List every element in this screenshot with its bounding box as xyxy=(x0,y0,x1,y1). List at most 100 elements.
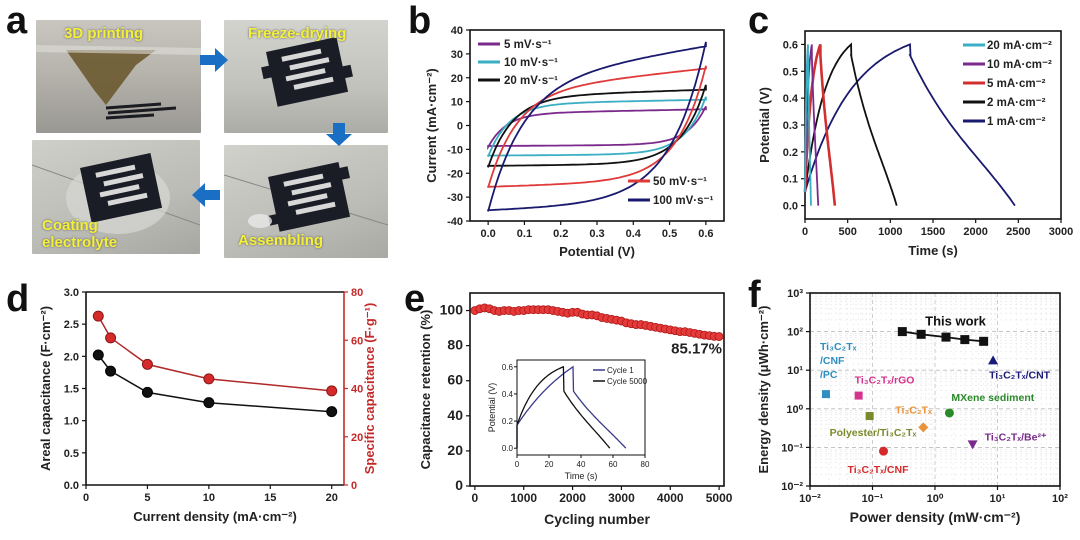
comparison-label: /CNF xyxy=(820,355,845,367)
y-tick-label: 60 xyxy=(447,372,463,388)
data-point xyxy=(326,406,338,418)
cv-curve xyxy=(487,65,707,188)
y-tick-label: 0.0 xyxy=(783,201,798,213)
legend-label: 10 mV·s⁻¹ xyxy=(504,57,558,69)
photo-3d-printing: 3D printing xyxy=(36,20,201,133)
y-tick-label: 40 xyxy=(351,384,363,396)
this-work-point xyxy=(941,332,951,342)
y-tick-label: 10⁻² xyxy=(781,481,803,493)
y-tick-label: -30 xyxy=(447,192,463,204)
y-tick-label: 40 xyxy=(447,407,463,423)
y-tick-label: 0.5 xyxy=(64,448,79,460)
gcd-curve xyxy=(804,44,820,206)
y-axis-label: Current (mA·cm⁻²) xyxy=(424,68,439,182)
x-tick-label: 0 xyxy=(802,226,808,238)
comparison-marker xyxy=(918,422,929,433)
comparison-label: /PC xyxy=(820,369,838,381)
comparison-label: Ti₃C₂Tₓ/Be²⁺ xyxy=(985,431,1047,443)
comparison-marker xyxy=(879,446,889,456)
y-tick-label: 2.5 xyxy=(64,319,79,331)
x-tick-label: 10² xyxy=(1052,493,1068,505)
data-point xyxy=(141,358,153,370)
coated-device-illustration xyxy=(32,153,200,234)
y-tick-label: 100 xyxy=(440,302,464,318)
data-point xyxy=(105,365,117,377)
x-tick-label: 0 xyxy=(472,491,479,505)
legend-label: 5 mA·cm⁻² xyxy=(987,78,1046,90)
inset-x-tick-label: 0 xyxy=(515,460,520,469)
x-axis-label: Cycling number xyxy=(544,511,650,527)
step-label: Assembling xyxy=(238,232,324,249)
y-tick-label: -10 xyxy=(447,144,463,156)
inset-curve xyxy=(516,365,611,449)
x-axis-label: Power density (mW·cm⁻²) xyxy=(850,509,1021,525)
x-tick-label: 4000 xyxy=(657,491,684,505)
y-tick-label: 80 xyxy=(447,337,463,353)
inset-x-tick-label: 80 xyxy=(641,460,650,469)
y-tick-label: 0.2 xyxy=(783,147,798,159)
gcd-curve xyxy=(804,43,1016,207)
x-axis-label: Time (s) xyxy=(908,243,958,258)
y-tick-label: 0.6 xyxy=(783,39,798,51)
step-label-line1: Coating xyxy=(42,217,98,234)
y-axis-label-right: Specific capacitance (F·g⁻¹) xyxy=(362,303,377,475)
comparison-label: Ti₃C₂Tₓ/CNF xyxy=(848,464,910,476)
y-tick-label: 20 xyxy=(351,432,363,444)
series-line xyxy=(97,354,332,413)
x-tick-label: 1000 xyxy=(510,491,537,505)
x-tick-label: 10⁻¹ xyxy=(862,493,884,505)
x-tick-label: 0.0 xyxy=(480,228,495,240)
this-work-point xyxy=(960,335,970,345)
y-tick-label: 1.5 xyxy=(64,384,79,396)
step-label: 3D printing xyxy=(64,25,144,42)
data-point xyxy=(92,349,104,361)
chart-c-gcd: 0 500 1000 1500 2000 2500 3000 0.0 0.1 0.2 0.3 0.4 0… xyxy=(757,30,1073,258)
printer-nozzle-illustration xyxy=(36,45,201,120)
electrode-illustration xyxy=(261,37,353,107)
step-label: Freeze-drying xyxy=(248,25,347,42)
legend-label: 5 mV·s⁻¹ xyxy=(504,39,552,51)
x-tick-label: 2000 xyxy=(963,226,987,238)
legend-label: 20 mA·cm⁻² xyxy=(987,40,1052,52)
data-point xyxy=(105,332,117,344)
y-axis-label-left: Areal capacitance (F·cm⁻²) xyxy=(38,306,53,471)
y-tick-label: 0.4 xyxy=(783,93,799,105)
x-tick-label: 3000 xyxy=(1049,226,1073,238)
panel-letter-c: c xyxy=(748,0,770,42)
inset-x-tick-label: 20 xyxy=(545,460,554,469)
inset-y-tick-label: 0.2 xyxy=(502,417,514,426)
y-tick-label: 0.1 xyxy=(783,174,798,186)
x-tick-label: 10¹ xyxy=(990,493,1006,505)
inset-legend-label: Cycle 5000 xyxy=(607,377,648,386)
panel-letter-f: f xyxy=(748,274,761,316)
legend-label: 100 mV·s⁻¹ xyxy=(653,195,714,207)
inset-x-tick-label: 40 xyxy=(577,460,586,469)
comparison-label: Ti₃C₂Tₓ/rGO xyxy=(855,375,915,387)
this-work-point xyxy=(897,327,907,337)
photo-assembling: Assembling xyxy=(224,145,388,258)
y-tick-label: 10 xyxy=(451,97,463,109)
photo-coating-electrolyte: Coating electrolyte xyxy=(32,140,200,254)
comparison-marker xyxy=(988,355,999,365)
gcd-curve xyxy=(803,43,837,206)
comparison-label: Polyester/Ti₃C₂Tₓ xyxy=(830,427,917,439)
cv-curve xyxy=(487,96,707,157)
x-tick-label: 0 xyxy=(83,492,89,504)
x-tick-label: 1500 xyxy=(921,226,945,238)
legend-label: 1 mA·cm⁻² xyxy=(987,116,1046,128)
data-point xyxy=(203,373,215,385)
comparison-label: Ti₃C₂Tₓ/CNT xyxy=(989,369,1051,381)
comparison-marker xyxy=(967,440,978,450)
panel-letter-e: e xyxy=(404,278,426,320)
x-tick-label: 10⁻² xyxy=(799,493,821,505)
y-tick-label: 3.0 xyxy=(64,287,79,299)
chart-e-frame xyxy=(469,292,725,487)
gcd-curve xyxy=(804,44,812,206)
cv-curve xyxy=(487,41,707,212)
data-point xyxy=(203,397,215,409)
comparison-marker xyxy=(821,390,830,399)
x-tick-label: 1000 xyxy=(878,226,902,238)
inset-y-tick-label: 0.0 xyxy=(502,444,514,453)
y-tick-label: 20 xyxy=(451,73,463,85)
